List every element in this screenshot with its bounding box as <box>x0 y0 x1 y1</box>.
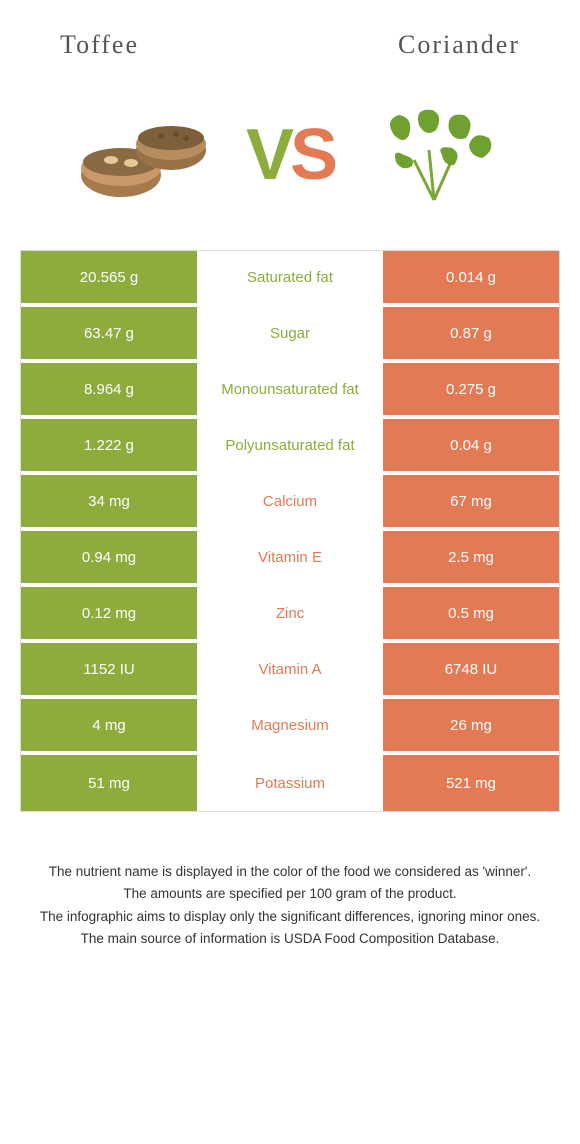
footer-line: The infographic aims to display only the… <box>30 907 550 927</box>
nutrient-name: Sugar <box>201 307 379 359</box>
right-value: 0.014 g <box>379 251 559 303</box>
right-value: 0.275 g <box>379 363 559 415</box>
right-value: 0.04 g <box>379 419 559 471</box>
title-right: Coriander <box>398 30 520 60</box>
coriander-image <box>364 100 504 210</box>
left-value: 20.565 g <box>21 251 201 303</box>
left-value: 34 mg <box>21 475 201 527</box>
nutrient-name: Vitamin E <box>201 531 379 583</box>
toffee-image <box>76 100 216 210</box>
table-row: 0.94 mgVitamin E2.5 mg <box>21 531 559 587</box>
nutrient-name: Saturated fat <box>201 251 379 303</box>
left-value: 4 mg <box>21 699 201 751</box>
footer-line: The amounts are specified per 100 gram o… <box>30 884 550 904</box>
left-value: 1152 IU <box>21 643 201 695</box>
right-value: 0.5 mg <box>379 587 559 639</box>
nutrient-name: Zinc <box>201 587 379 639</box>
left-value: 0.94 mg <box>21 531 201 583</box>
right-value: 67 mg <box>379 475 559 527</box>
table-row: 1152 IUVitamin A6748 IU <box>21 643 559 699</box>
vs-v: V <box>246 115 290 195</box>
nutrient-name: Magnesium <box>201 699 379 751</box>
right-value: 6748 IU <box>379 643 559 695</box>
nutrient-name: Monounsaturated fat <box>201 363 379 415</box>
nutrient-name: Polyunsaturated fat <box>201 419 379 471</box>
table-row: 1.222 gPolyunsaturated fat0.04 g <box>21 419 559 475</box>
nutrient-table: 20.565 gSaturated fat0.014 g63.47 gSugar… <box>20 250 560 812</box>
footer-line: The nutrient name is displayed in the co… <box>30 862 550 882</box>
left-value: 51 mg <box>21 755 201 811</box>
table-row: 20.565 gSaturated fat0.014 g <box>21 251 559 307</box>
table-row: 0.12 mgZinc0.5 mg <box>21 587 559 643</box>
footer-line: The main source of information is USDA F… <box>30 929 550 949</box>
vs-section: VS <box>0 70 580 250</box>
table-row: 4 mgMagnesium26 mg <box>21 699 559 755</box>
nutrient-name: Vitamin A <box>201 643 379 695</box>
vs-s: S <box>290 115 334 195</box>
title-left: Toffee <box>60 30 139 60</box>
table-row: 8.964 gMonounsaturated fat0.275 g <box>21 363 559 419</box>
left-value: 1.222 g <box>21 419 201 471</box>
header: Toffee Coriander <box>0 0 580 70</box>
right-value: 521 mg <box>379 755 559 811</box>
table-row: 34 mgCalcium67 mg <box>21 475 559 531</box>
left-value: 0.12 mg <box>21 587 201 639</box>
table-row: 63.47 gSugar0.87 g <box>21 307 559 363</box>
left-value: 63.47 g <box>21 307 201 359</box>
nutrient-name: Potassium <box>201 755 379 811</box>
vs-label: VS <box>246 114 334 196</box>
nutrient-name: Calcium <box>201 475 379 527</box>
footer-notes: The nutrient name is displayed in the co… <box>0 812 580 971</box>
right-value: 0.87 g <box>379 307 559 359</box>
right-value: 2.5 mg <box>379 531 559 583</box>
left-value: 8.964 g <box>21 363 201 415</box>
table-row: 51 mgPotassium521 mg <box>21 755 559 811</box>
right-value: 26 mg <box>379 699 559 751</box>
